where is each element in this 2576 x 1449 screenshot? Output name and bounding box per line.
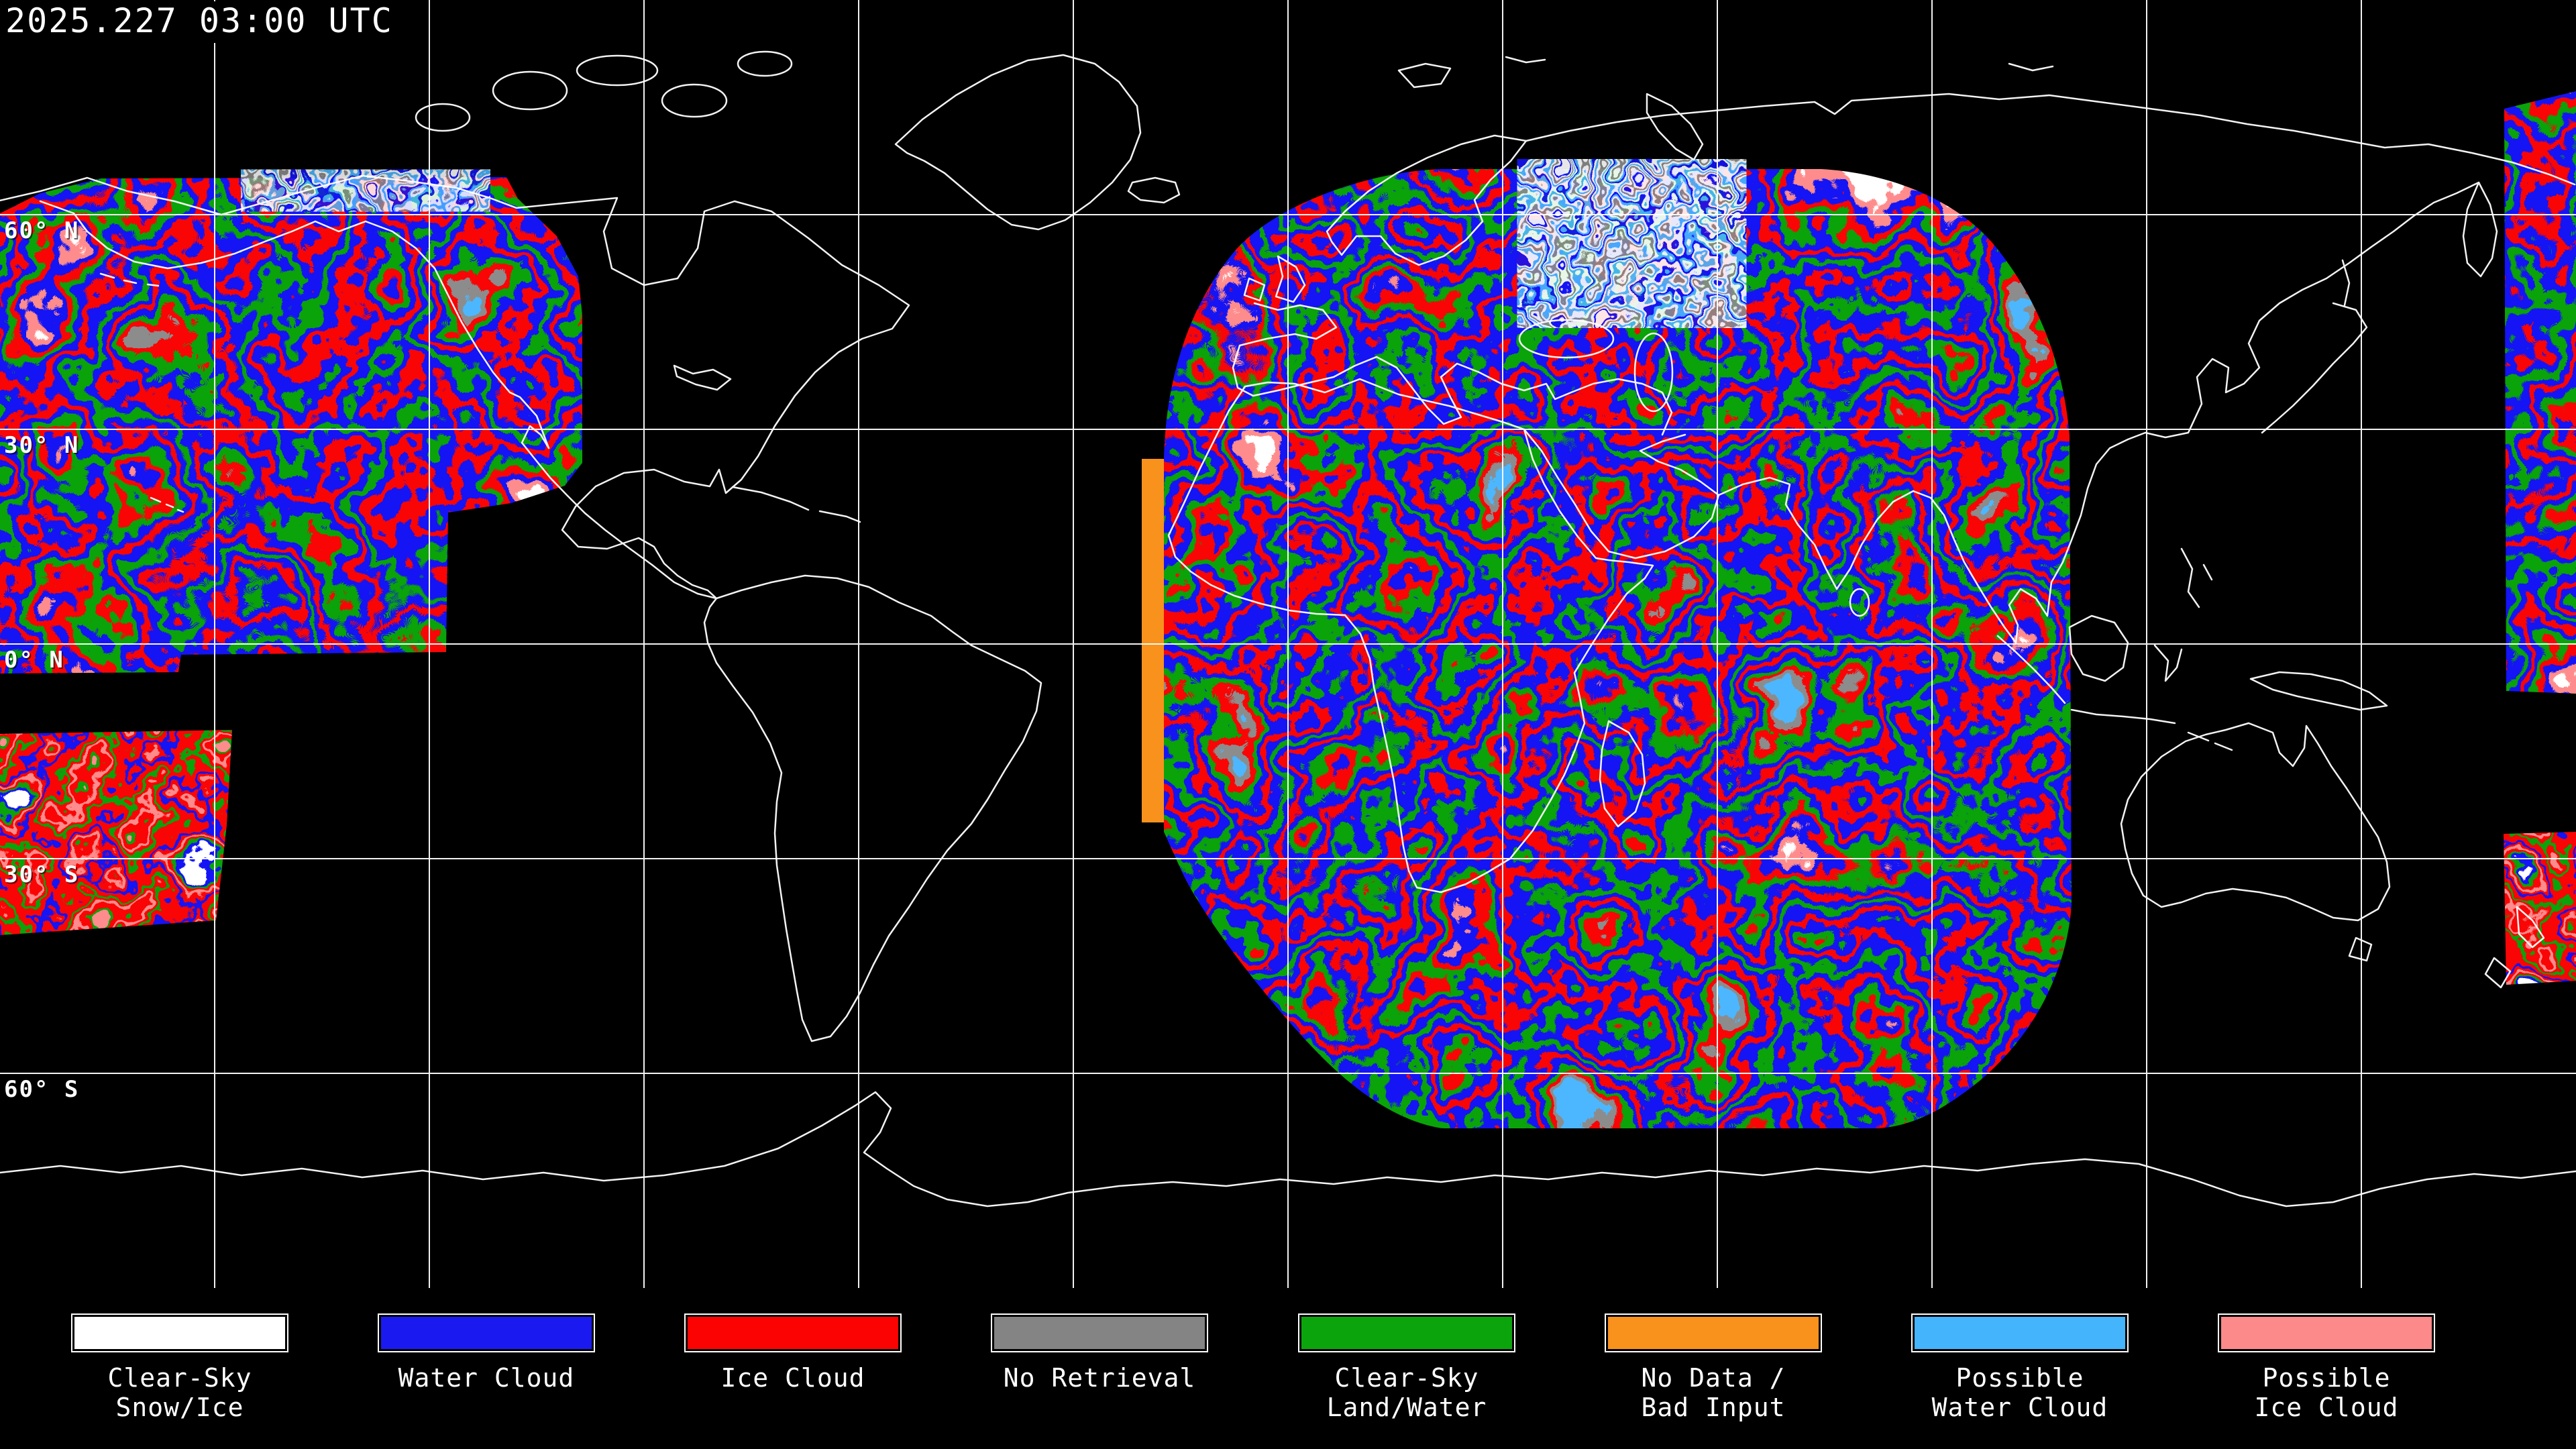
timestamp-label: 2025.227 03:00 UTC xyxy=(5,1,400,43)
legend-item-water-cloud: Water Cloud xyxy=(372,1288,600,1449)
legend-label-line: Possible xyxy=(2262,1363,2391,1393)
swath-central-africa-asia-disk xyxy=(1164,169,2072,1128)
legend-label-line: Bad Input xyxy=(1641,1393,1786,1422)
coast-caspian-sea xyxy=(1633,332,1674,413)
coast-japan xyxy=(2261,302,2368,434)
legend-label-line: Ice Cloud xyxy=(2254,1393,2399,1422)
coast-australia xyxy=(2120,722,2391,922)
coast-antarctica xyxy=(0,1091,2576,1208)
latitude-label-60s: 60° S xyxy=(4,1076,80,1103)
coast-scandinavia xyxy=(1326,134,1527,266)
legend-swatch-clear-sky-land-water xyxy=(1298,1313,1515,1352)
legend-item-ice-cloud: Ice Cloud xyxy=(679,1288,907,1449)
latitude-label-60n: 60° N xyxy=(4,217,80,244)
legend-bar: Clear-Sky Snow/Ice Water Cloud Ice Cloud… xyxy=(0,1288,2576,1449)
legend-label-possible-water-cloud: Possible Water Cloud xyxy=(1906,1363,2134,1422)
coast-great-lakes xyxy=(673,364,732,391)
legend-item-clear-sky-land-water: Clear-Sky Land/Water xyxy=(1293,1288,1521,1449)
legend-swatch-clear-sky-snow-ice xyxy=(71,1313,288,1352)
swath-southwest-patch xyxy=(0,730,232,935)
legend-label-no-retrieval: No Retrieval xyxy=(985,1363,1214,1393)
legend-swatch-water-cloud xyxy=(378,1313,595,1352)
legend-item-no-retrieval: No Retrieval xyxy=(985,1288,1214,1449)
coast-west-europe-mediterranean xyxy=(1232,302,1673,436)
legend-label-line: Land/Water xyxy=(1326,1393,1487,1422)
legend-item-possible-water-cloud: Possible Water Cloud xyxy=(1906,1288,2134,1449)
coast-uk-ireland xyxy=(1243,255,1306,303)
coast-iceland xyxy=(1127,176,1181,204)
legend-label-line: Snow/Ice xyxy=(115,1393,244,1422)
legend-label-line: Possible xyxy=(1955,1363,2084,1393)
legend-item-no-data-bad-input: No Data / Bad Input xyxy=(1599,1288,1827,1449)
legend-label-water-cloud: Water Cloud xyxy=(372,1363,600,1393)
coast-sri-lanka xyxy=(1849,588,1870,617)
legend-swatch-ice-cloud xyxy=(684,1313,902,1352)
coast-north-america-west xyxy=(39,200,718,600)
latitude-label-30s: 30° S xyxy=(4,861,80,888)
legend-label-line: No Retrieval xyxy=(1003,1363,1196,1393)
legend-swatch-no-data-bad-input xyxy=(1605,1313,1822,1352)
legend-label-line: Ice Cloud xyxy=(720,1363,865,1393)
legend-item-clear-sky-snow-ice: Clear-Sky Snow/Ice xyxy=(66,1288,294,1449)
coast-kamchatka-sakhalin xyxy=(2341,181,2498,307)
swath-right-edge-upper xyxy=(2504,91,2576,694)
swath-right-edge-lower xyxy=(2504,832,2576,985)
legend-swatch-possible-water-cloud xyxy=(1911,1313,2129,1352)
coast-arctic-island-4 xyxy=(737,50,793,77)
coast-caribbean xyxy=(731,486,861,523)
legend-label-clear-sky-land-water: Clear-Sky Land/Water xyxy=(1293,1363,1521,1422)
no-data-orange-strip xyxy=(1142,459,1164,822)
legend-label-line: No Data / xyxy=(1641,1363,1786,1393)
coast-arctic-island-1 xyxy=(492,70,568,111)
coast-greenland xyxy=(894,54,1142,231)
legend-label-line: Water Cloud xyxy=(1931,1393,2108,1422)
legend-label-clear-sky-snow-ice: Clear-Sky Snow/Ice xyxy=(66,1363,294,1422)
coast-madagascar xyxy=(1599,720,1646,828)
coast-south-america xyxy=(703,574,1042,1042)
coastlines xyxy=(0,50,2576,1208)
legend-label-line: Water Cloud xyxy=(398,1363,575,1393)
coast-tasmania-new-zealand xyxy=(2348,906,2545,989)
coast-new-guinea xyxy=(2249,671,2388,711)
legend-label-no-data-bad-input: No Data / Bad Input xyxy=(1599,1363,1827,1422)
legend-label-line: Clear-Sky xyxy=(1334,1363,1479,1393)
coast-arctic-russia xyxy=(1525,93,2576,186)
coast-arctic-island-2 xyxy=(576,54,659,87)
coast-arabia xyxy=(1523,428,1720,559)
coast-novaya-zemlya xyxy=(1397,56,2054,161)
coast-arctic-island-5 xyxy=(415,103,471,132)
coast-africa xyxy=(1167,378,1654,894)
coast-black-sea xyxy=(1518,319,1615,359)
coast-hawaii xyxy=(99,272,184,513)
legend-swatch-possible-ice-cloud xyxy=(2218,1313,2435,1352)
world-map-canvas: 2025.227 03:00 UTC 60° N 30° N 0° N 30° … xyxy=(0,0,2576,1288)
coast-north-america xyxy=(0,174,910,600)
legend-item-possible-ice-cloud: Possible Ice Cloud xyxy=(2212,1288,2440,1449)
coast-india-southeast-asia xyxy=(1717,181,2480,644)
map-graphics xyxy=(0,0,2576,1288)
latitude-label-0n: 0° N xyxy=(4,647,64,674)
legend-label-possible-ice-cloud: Possible Ice Cloud xyxy=(2212,1363,2440,1422)
legend-label-ice-cloud: Ice Cloud xyxy=(679,1363,907,1393)
legend-swatch-no-retrieval xyxy=(991,1313,1208,1352)
graticule xyxy=(0,0,2576,1288)
snow-patch-novaya-zemlya xyxy=(1536,173,1727,314)
latitude-label-30n: 30° N xyxy=(4,432,80,459)
coast-arctic-island-3 xyxy=(661,83,728,118)
legend-label-line: Clear-Sky xyxy=(107,1363,252,1393)
